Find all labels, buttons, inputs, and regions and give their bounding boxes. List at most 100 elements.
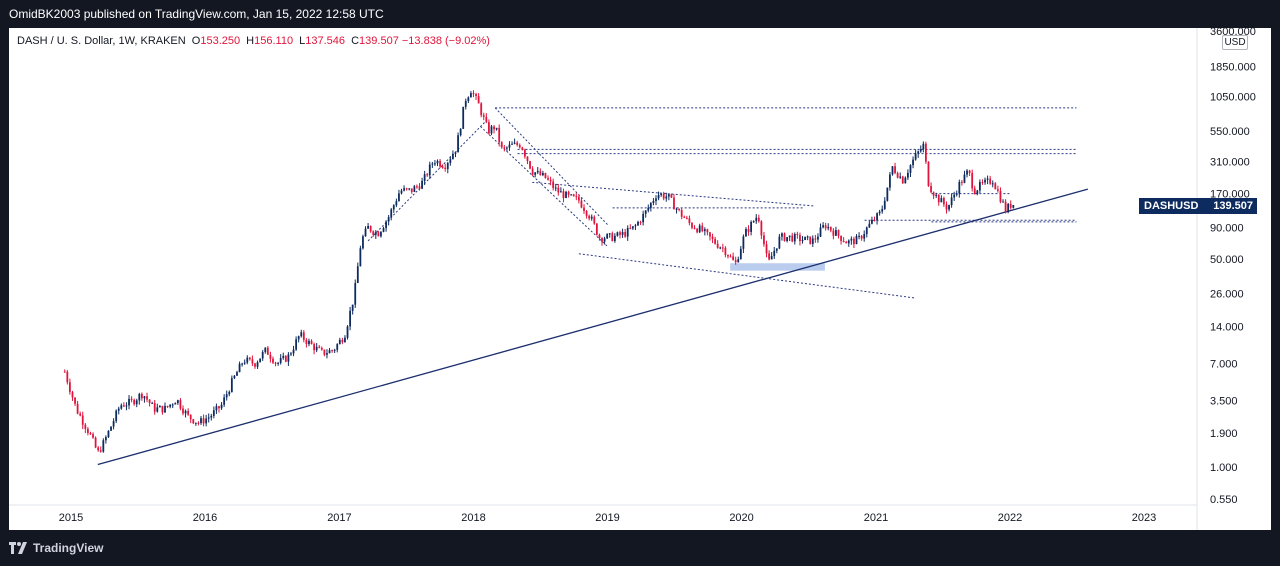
candle	[498, 124, 501, 147]
candle	[243, 359, 246, 365]
candle	[619, 230, 621, 239]
candle	[673, 194, 675, 210]
candle	[318, 345, 321, 349]
tradingview-logo[interactable]: TradingView	[9, 541, 103, 555]
candle	[729, 254, 732, 258]
candle	[799, 232, 801, 246]
candle	[904, 176, 907, 184]
symbol-legend: DASH / U. S. Dollar, 1W, KRAKEN O153.250…	[17, 35, 490, 47]
candle	[158, 405, 161, 408]
candle	[793, 232, 796, 245]
candle	[539, 168, 542, 176]
candle	[660, 192, 663, 197]
candle	[176, 399, 179, 405]
candle	[824, 222, 827, 231]
candle	[588, 214, 591, 221]
candle	[809, 236, 812, 245]
candle	[891, 165, 894, 176]
candle	[709, 232, 711, 241]
candle	[408, 188, 411, 191]
publisher-bar: OmidBK2003 published on TradingView.com,…	[0, 0, 1280, 28]
candle	[649, 202, 652, 212]
candle	[714, 236, 717, 245]
candle	[896, 171, 899, 179]
candle	[212, 406, 215, 419]
candle	[768, 250, 770, 261]
candle	[344, 335, 346, 343]
candle	[860, 234, 863, 241]
candle	[230, 375, 233, 393]
candle	[218, 405, 220, 413]
candle	[192, 418, 195, 425]
y-tick-label: 50.000	[1210, 254, 1244, 266]
candle	[691, 221, 693, 230]
candle	[634, 223, 637, 231]
candle	[1004, 199, 1007, 214]
candle	[855, 234, 858, 245]
candle	[598, 233, 601, 241]
candle	[290, 351, 292, 356]
candle	[452, 150, 454, 160]
candle	[642, 210, 645, 226]
candle	[611, 231, 614, 242]
y-tick-label: 0.550	[1210, 494, 1238, 506]
candle	[169, 404, 172, 409]
candle	[847, 239, 850, 247]
candle	[935, 192, 938, 198]
candle	[421, 177, 423, 190]
candle	[932, 191, 935, 200]
candle	[590, 214, 593, 221]
symbol-label: DASH / U. S. Dollar, 1W, KRAKEN	[17, 35, 186, 47]
candle	[593, 215, 596, 225]
candle	[418, 183, 421, 191]
candle	[868, 220, 871, 228]
candle	[220, 402, 223, 410]
candle	[341, 337, 344, 345]
chart-area[interactable]	[9, 28, 1271, 530]
candle	[112, 418, 115, 430]
candle	[89, 431, 92, 435]
candle	[403, 185, 405, 192]
candle	[374, 230, 377, 239]
candle	[174, 402, 177, 405]
candle	[937, 194, 940, 206]
candle	[549, 176, 552, 186]
candle	[811, 235, 814, 247]
candle	[845, 240, 848, 244]
candle	[416, 184, 418, 189]
candle	[475, 92, 477, 100]
candle	[485, 113, 488, 124]
candle	[171, 403, 174, 409]
candle	[655, 195, 657, 206]
candle	[670, 193, 673, 199]
candle	[968, 169, 971, 176]
candle	[639, 220, 642, 226]
last-price-tag: DASHUSD 139.507	[1139, 198, 1257, 214]
candle	[200, 415, 202, 425]
candle	[166, 405, 169, 408]
candle	[835, 226, 837, 237]
candle	[133, 398, 136, 406]
candle	[125, 402, 128, 411]
candle	[261, 350, 264, 361]
dotted-trendline	[532, 181, 814, 207]
candle	[364, 226, 367, 237]
candle	[400, 188, 403, 195]
candle	[570, 194, 573, 196]
candle	[842, 237, 845, 243]
candle	[349, 306, 351, 331]
candle	[282, 352, 285, 360]
candle	[140, 392, 143, 401]
candle	[629, 224, 632, 230]
currency-button[interactable]: USD	[1222, 35, 1248, 50]
candle	[320, 346, 323, 351]
candle	[377, 230, 380, 237]
candle	[747, 225, 750, 236]
candle	[518, 143, 521, 149]
candle	[434, 160, 436, 167]
candle	[960, 180, 963, 186]
candle	[86, 427, 89, 436]
candle	[991, 180, 994, 188]
candle	[775, 248, 778, 254]
